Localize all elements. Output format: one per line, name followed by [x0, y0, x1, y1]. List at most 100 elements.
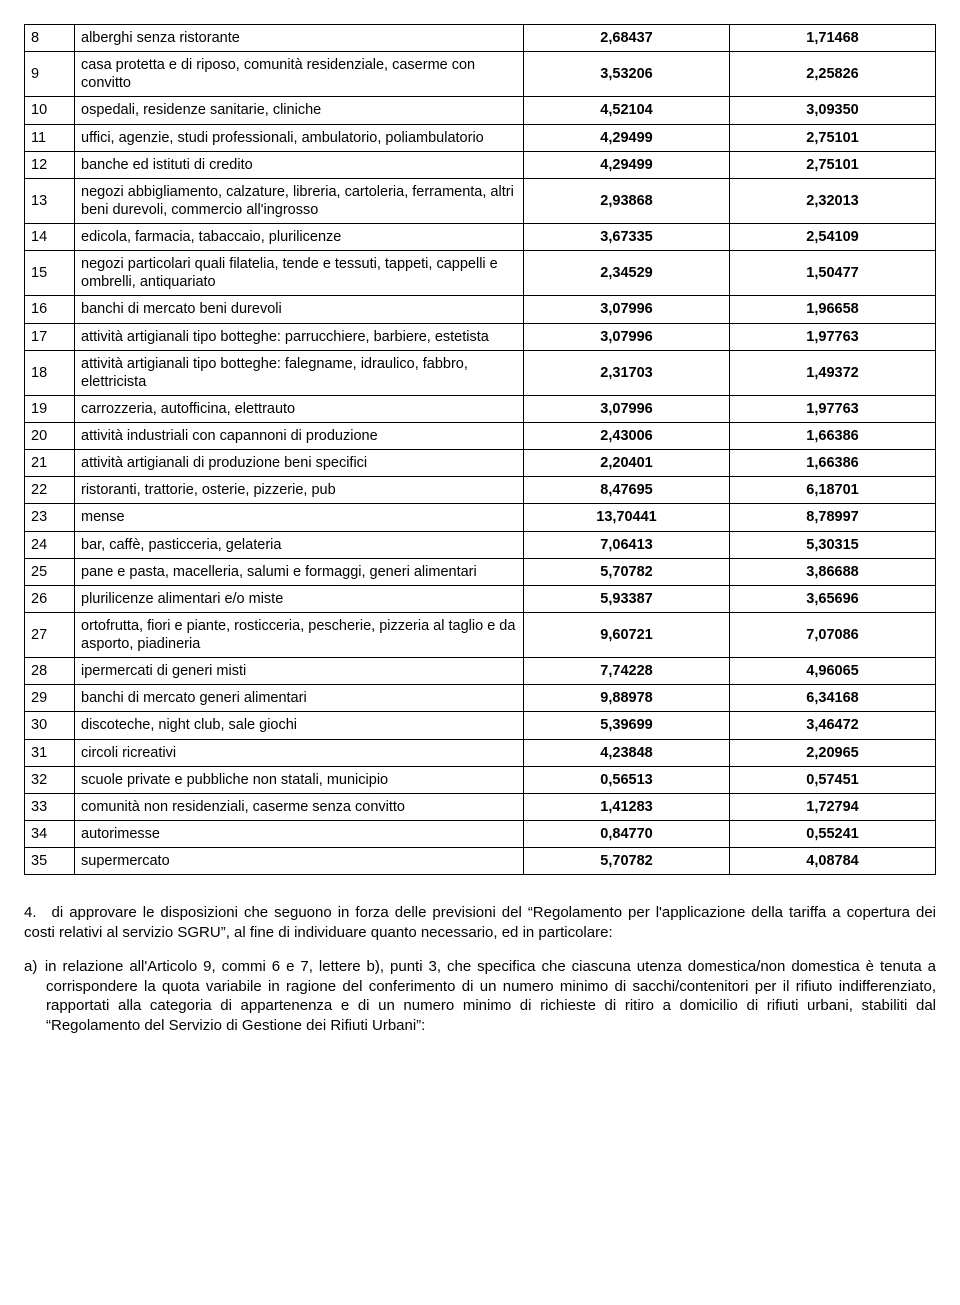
row-value-2: 3,46472 — [730, 712, 936, 739]
row-number: 19 — [25, 395, 75, 422]
row-value-2: 3,65696 — [730, 585, 936, 612]
row-number: 10 — [25, 97, 75, 124]
row-value-2: 1,66386 — [730, 450, 936, 477]
row-description: supermercato — [75, 848, 524, 875]
row-description: scuole private e pubbliche non statali, … — [75, 766, 524, 793]
table-row: 32scuole private e pubbliche non statali… — [25, 766, 936, 793]
row-value-1: 5,39699 — [524, 712, 730, 739]
row-value-2: 3,86688 — [730, 558, 936, 585]
row-description: banchi di mercato beni durevoli — [75, 296, 524, 323]
table-row: 13negozi abbigliamento, calzature, libre… — [25, 178, 936, 223]
row-number: 24 — [25, 531, 75, 558]
row-description: casa protetta e di riposo, comunità resi… — [75, 52, 524, 97]
table-row: 17attività artigianali tipo botteghe: pa… — [25, 323, 936, 350]
row-description: plurilicenze alimentari e/o miste — [75, 585, 524, 612]
row-number: 25 — [25, 558, 75, 585]
row-value-1: 13,70441 — [524, 504, 730, 531]
row-description: mense — [75, 504, 524, 531]
row-description: circoli ricreativi — [75, 739, 524, 766]
table-row: 23mense13,704418,78997 — [25, 504, 936, 531]
row-value-2: 1,49372 — [730, 350, 936, 395]
paragraph-a: a) in relazione all'Articolo 9, commi 6 … — [24, 957, 936, 1035]
row-number: 11 — [25, 124, 75, 151]
table-row: 8alberghi senza ristorante2,684371,71468 — [25, 25, 936, 52]
row-value-2: 2,25826 — [730, 52, 936, 97]
row-number: 13 — [25, 178, 75, 223]
row-value-1: 3,67335 — [524, 224, 730, 251]
table-row: 29banchi di mercato generi alimentari9,8… — [25, 685, 936, 712]
row-value-2: 7,07086 — [730, 612, 936, 657]
row-value-2: 6,34168 — [730, 685, 936, 712]
row-description: ipermercati di generi misti — [75, 658, 524, 685]
row-value-1: 9,60721 — [524, 612, 730, 657]
row-value-2: 2,20965 — [730, 739, 936, 766]
row-value-2: 4,08784 — [730, 848, 936, 875]
row-value-1: 7,74228 — [524, 658, 730, 685]
table-row: 34autorimesse0,847700,55241 — [25, 820, 936, 847]
row-number: 9 — [25, 52, 75, 97]
row-value-1: 0,84770 — [524, 820, 730, 847]
row-value-1: 4,29499 — [524, 124, 730, 151]
table-row: 35supermercato5,707824,08784 — [25, 848, 936, 875]
row-value-2: 0,55241 — [730, 820, 936, 847]
table-row: 14edicola, farmacia, tabaccaio, plurilic… — [25, 224, 936, 251]
row-number: 30 — [25, 712, 75, 739]
row-value-1: 9,88978 — [524, 685, 730, 712]
row-value-1: 2,93868 — [524, 178, 730, 223]
row-value-2: 1,97763 — [730, 323, 936, 350]
row-value-1: 3,07996 — [524, 395, 730, 422]
row-number: 21 — [25, 450, 75, 477]
row-description: attività artigianali tipo botteghe: parr… — [75, 323, 524, 350]
row-number: 23 — [25, 504, 75, 531]
row-value-1: 5,70782 — [524, 848, 730, 875]
row-description: attività industriali con capannoni di pr… — [75, 423, 524, 450]
row-number: 28 — [25, 658, 75, 685]
row-value-1: 1,41283 — [524, 793, 730, 820]
table-row: 25pane e pasta, macelleria, salumi e for… — [25, 558, 936, 585]
row-number: 8 — [25, 25, 75, 52]
row-value-1: 2,34529 — [524, 251, 730, 296]
row-value-1: 5,70782 — [524, 558, 730, 585]
row-number: 31 — [25, 739, 75, 766]
table-row: 16banchi di mercato beni durevoli3,07996… — [25, 296, 936, 323]
row-value-2: 8,78997 — [730, 504, 936, 531]
table-row: 21attività artigianali di produzione ben… — [25, 450, 936, 477]
table-row: 11uffici, agenzie, studi professionali, … — [25, 124, 936, 151]
tariff-table: 8alberghi senza ristorante2,684371,71468… — [24, 24, 936, 875]
table-row: 33comunità non residenziali, caserme sen… — [25, 793, 936, 820]
row-value-2: 2,54109 — [730, 224, 936, 251]
row-description: attività artigianali di produzione beni … — [75, 450, 524, 477]
row-description: banche ed istituti di credito — [75, 151, 524, 178]
row-value-2: 6,18701 — [730, 477, 936, 504]
row-value-1: 8,47695 — [524, 477, 730, 504]
row-value-1: 5,93387 — [524, 585, 730, 612]
row-value-1: 4,23848 — [524, 739, 730, 766]
row-description: uffici, agenzie, studi professionali, am… — [75, 124, 524, 151]
row-value-1: 4,29499 — [524, 151, 730, 178]
row-value-2: 2,75101 — [730, 124, 936, 151]
row-value-2: 1,66386 — [730, 423, 936, 450]
table-row: 24bar, caffè, pasticceria, gelateria7,06… — [25, 531, 936, 558]
table-row: 31circoli ricreativi4,238482,20965 — [25, 739, 936, 766]
row-number: 32 — [25, 766, 75, 793]
row-value-1: 0,56513 — [524, 766, 730, 793]
row-value-1: 2,20401 — [524, 450, 730, 477]
row-value-2: 1,71468 — [730, 25, 936, 52]
row-number: 22 — [25, 477, 75, 504]
row-value-1: 3,07996 — [524, 323, 730, 350]
row-number: 14 — [25, 224, 75, 251]
row-description: negozi abbigliamento, calzature, libreri… — [75, 178, 524, 223]
row-number: 20 — [25, 423, 75, 450]
row-value-2: 1,72794 — [730, 793, 936, 820]
row-description: ortofrutta, fiori e piante, rosticceria,… — [75, 612, 524, 657]
row-description: ospedali, residenze sanitarie, cliniche — [75, 97, 524, 124]
row-value-1: 2,31703 — [524, 350, 730, 395]
row-number: 27 — [25, 612, 75, 657]
row-description: alberghi senza ristorante — [75, 25, 524, 52]
row-description: attività artigianali tipo botteghe: fale… — [75, 350, 524, 395]
row-description: negozi particolari quali filatelia, tend… — [75, 251, 524, 296]
row-value-1: 3,53206 — [524, 52, 730, 97]
row-description: autorimesse — [75, 820, 524, 847]
row-value-2: 2,32013 — [730, 178, 936, 223]
row-value-2: 3,09350 — [730, 97, 936, 124]
